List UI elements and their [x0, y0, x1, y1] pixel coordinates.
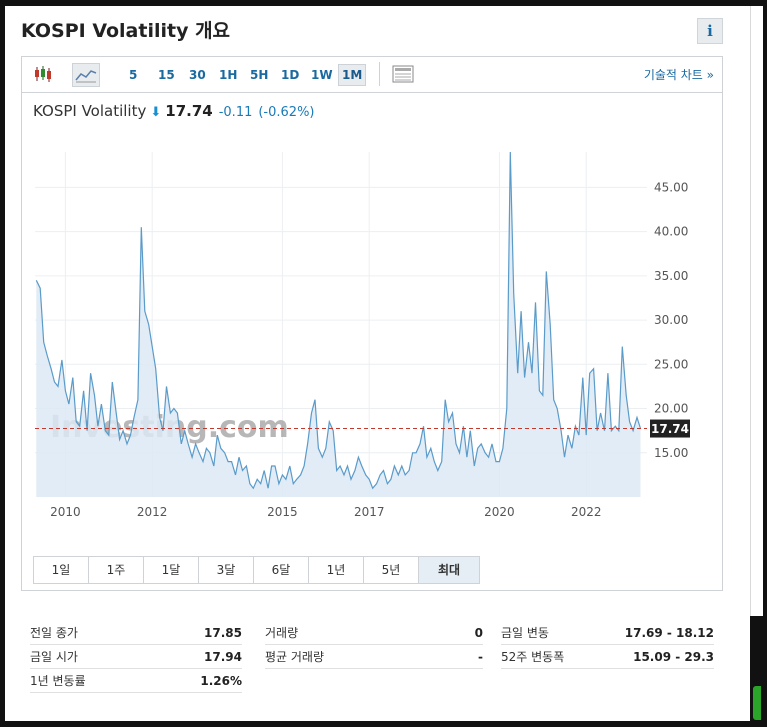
interval-1h[interactable]: 1H: [219, 68, 238, 82]
stat-value: 1.26%: [200, 674, 242, 688]
stat-volume: 거래량 0: [265, 622, 483, 645]
candlestick-icon[interactable]: [32, 65, 54, 83]
stat-label: 전일 종가: [30, 626, 78, 640]
stat-value: 15.09 - 29.3: [633, 650, 714, 664]
stat-label: 1년 변동률: [30, 674, 86, 688]
feedback-tab[interactable]: [753, 686, 761, 720]
x-tick-label: 2012: [137, 505, 168, 519]
chart-toolbar: 5 15 30 1H 5H 1D 1W 1M 기술적 차트 »: [21, 56, 723, 93]
page-title: KOSPI Volatility 개요: [21, 20, 231, 42]
price-change-percent: (-0.62%): [258, 105, 315, 120]
interval-1w[interactable]: 1W: [311, 68, 333, 82]
range-max[interactable]: 최대: [419, 557, 479, 583]
current-price-label: 17.74: [651, 422, 689, 436]
y-tick-label: 20.00: [654, 402, 688, 416]
interval-5h[interactable]: 5H: [250, 68, 269, 82]
y-tick-label: 15.00: [654, 446, 688, 460]
stat-label: 52주 변동폭: [501, 650, 565, 664]
arrow-down-icon: ⬇: [150, 105, 162, 120]
chart-panel: KOSPI Volatility⬇17.74-0.11(-0.62%) Inve…: [21, 92, 723, 591]
interval-1m[interactable]: 1M: [338, 64, 367, 86]
price-change: -0.11: [218, 105, 253, 120]
stat-value: 0: [474, 626, 483, 640]
stat-label: 거래량: [265, 626, 299, 640]
stat-label: 평균 거래량: [265, 650, 325, 664]
stat-value: 17.85: [204, 626, 242, 640]
last-price: 17.74: [165, 102, 213, 120]
stat-52wk-range: 52주 변동폭 15.09 - 29.3: [501, 646, 714, 669]
quote-header: KOSPI Volatility ⬇ 17.74 -0.11 (-0.62%): [33, 102, 315, 120]
table-view-icon[interactable]: [392, 65, 414, 83]
scrollbar[interactable]: [750, 6, 763, 616]
stat-day-range: 금일 변동 17.69 - 18.12: [501, 622, 714, 645]
range-1m[interactable]: 1달: [144, 557, 199, 583]
interval-15[interactable]: 15: [158, 68, 175, 82]
y-tick-label: 25.00: [654, 357, 688, 371]
stat-label: 금일 시가: [30, 650, 78, 664]
y-tick-label: 30.00: [654, 313, 688, 327]
current-price-tag: [650, 419, 690, 438]
y-tick-label: 45.00: [654, 180, 688, 194]
stat-open: 금일 시가 17.94: [30, 646, 242, 669]
series-line[interactable]: [35, 151, 642, 490]
y-tick-label: 35.00: [654, 269, 688, 283]
range-selector: 1일 1주 1달 3달 6달 1년 5년 최대: [33, 556, 480, 584]
stat-1yr-change: 1년 변동률 1.26%: [30, 670, 242, 693]
x-tick-label: 2017: [354, 505, 385, 519]
toolbar-divider: [379, 62, 380, 86]
range-5y[interactable]: 5년: [364, 557, 419, 583]
stat-avg-volume: 평균 거래량 -: [265, 646, 483, 669]
range-1w[interactable]: 1주: [89, 557, 144, 583]
range-1y[interactable]: 1년: [309, 557, 364, 583]
interval-30[interactable]: 30: [189, 68, 206, 82]
x-tick-label: 2022: [571, 505, 602, 519]
range-3m[interactable]: 3달: [199, 557, 254, 583]
instrument-name: KOSPI Volatility: [33, 102, 147, 120]
interval-5[interactable]: 5: [129, 68, 138, 82]
range-1d[interactable]: 1일: [34, 557, 89, 583]
technical-chart-link[interactable]: 기술적 차트 »: [643, 68, 714, 82]
price-chart[interactable]: Investing.com15.0020.0025.0030.0035.0040…: [22, 92, 722, 552]
area-chart-icon[interactable]: [72, 63, 100, 87]
interval-1d[interactable]: 1D: [281, 68, 300, 82]
x-tick-label: 2015: [267, 505, 298, 519]
stat-label: 금일 변동: [501, 626, 549, 640]
series-area: [36, 152, 641, 497]
stat-value: 17.69 - 18.12: [624, 626, 714, 640]
page: KOSPI Volatility 개요 i 5 15 30 1H 5H 1D 1…: [5, 6, 750, 721]
stat-value: -: [478, 650, 483, 664]
stat-value: 17.94: [204, 650, 242, 664]
stat-prev-close: 전일 종가 17.85: [30, 622, 242, 645]
y-tick-label: 40.00: [654, 225, 688, 239]
info-button[interactable]: i: [697, 18, 723, 44]
x-tick-label: 2020: [484, 505, 515, 519]
x-tick-label: 2010: [50, 505, 81, 519]
range-6m[interactable]: 6달: [254, 557, 309, 583]
